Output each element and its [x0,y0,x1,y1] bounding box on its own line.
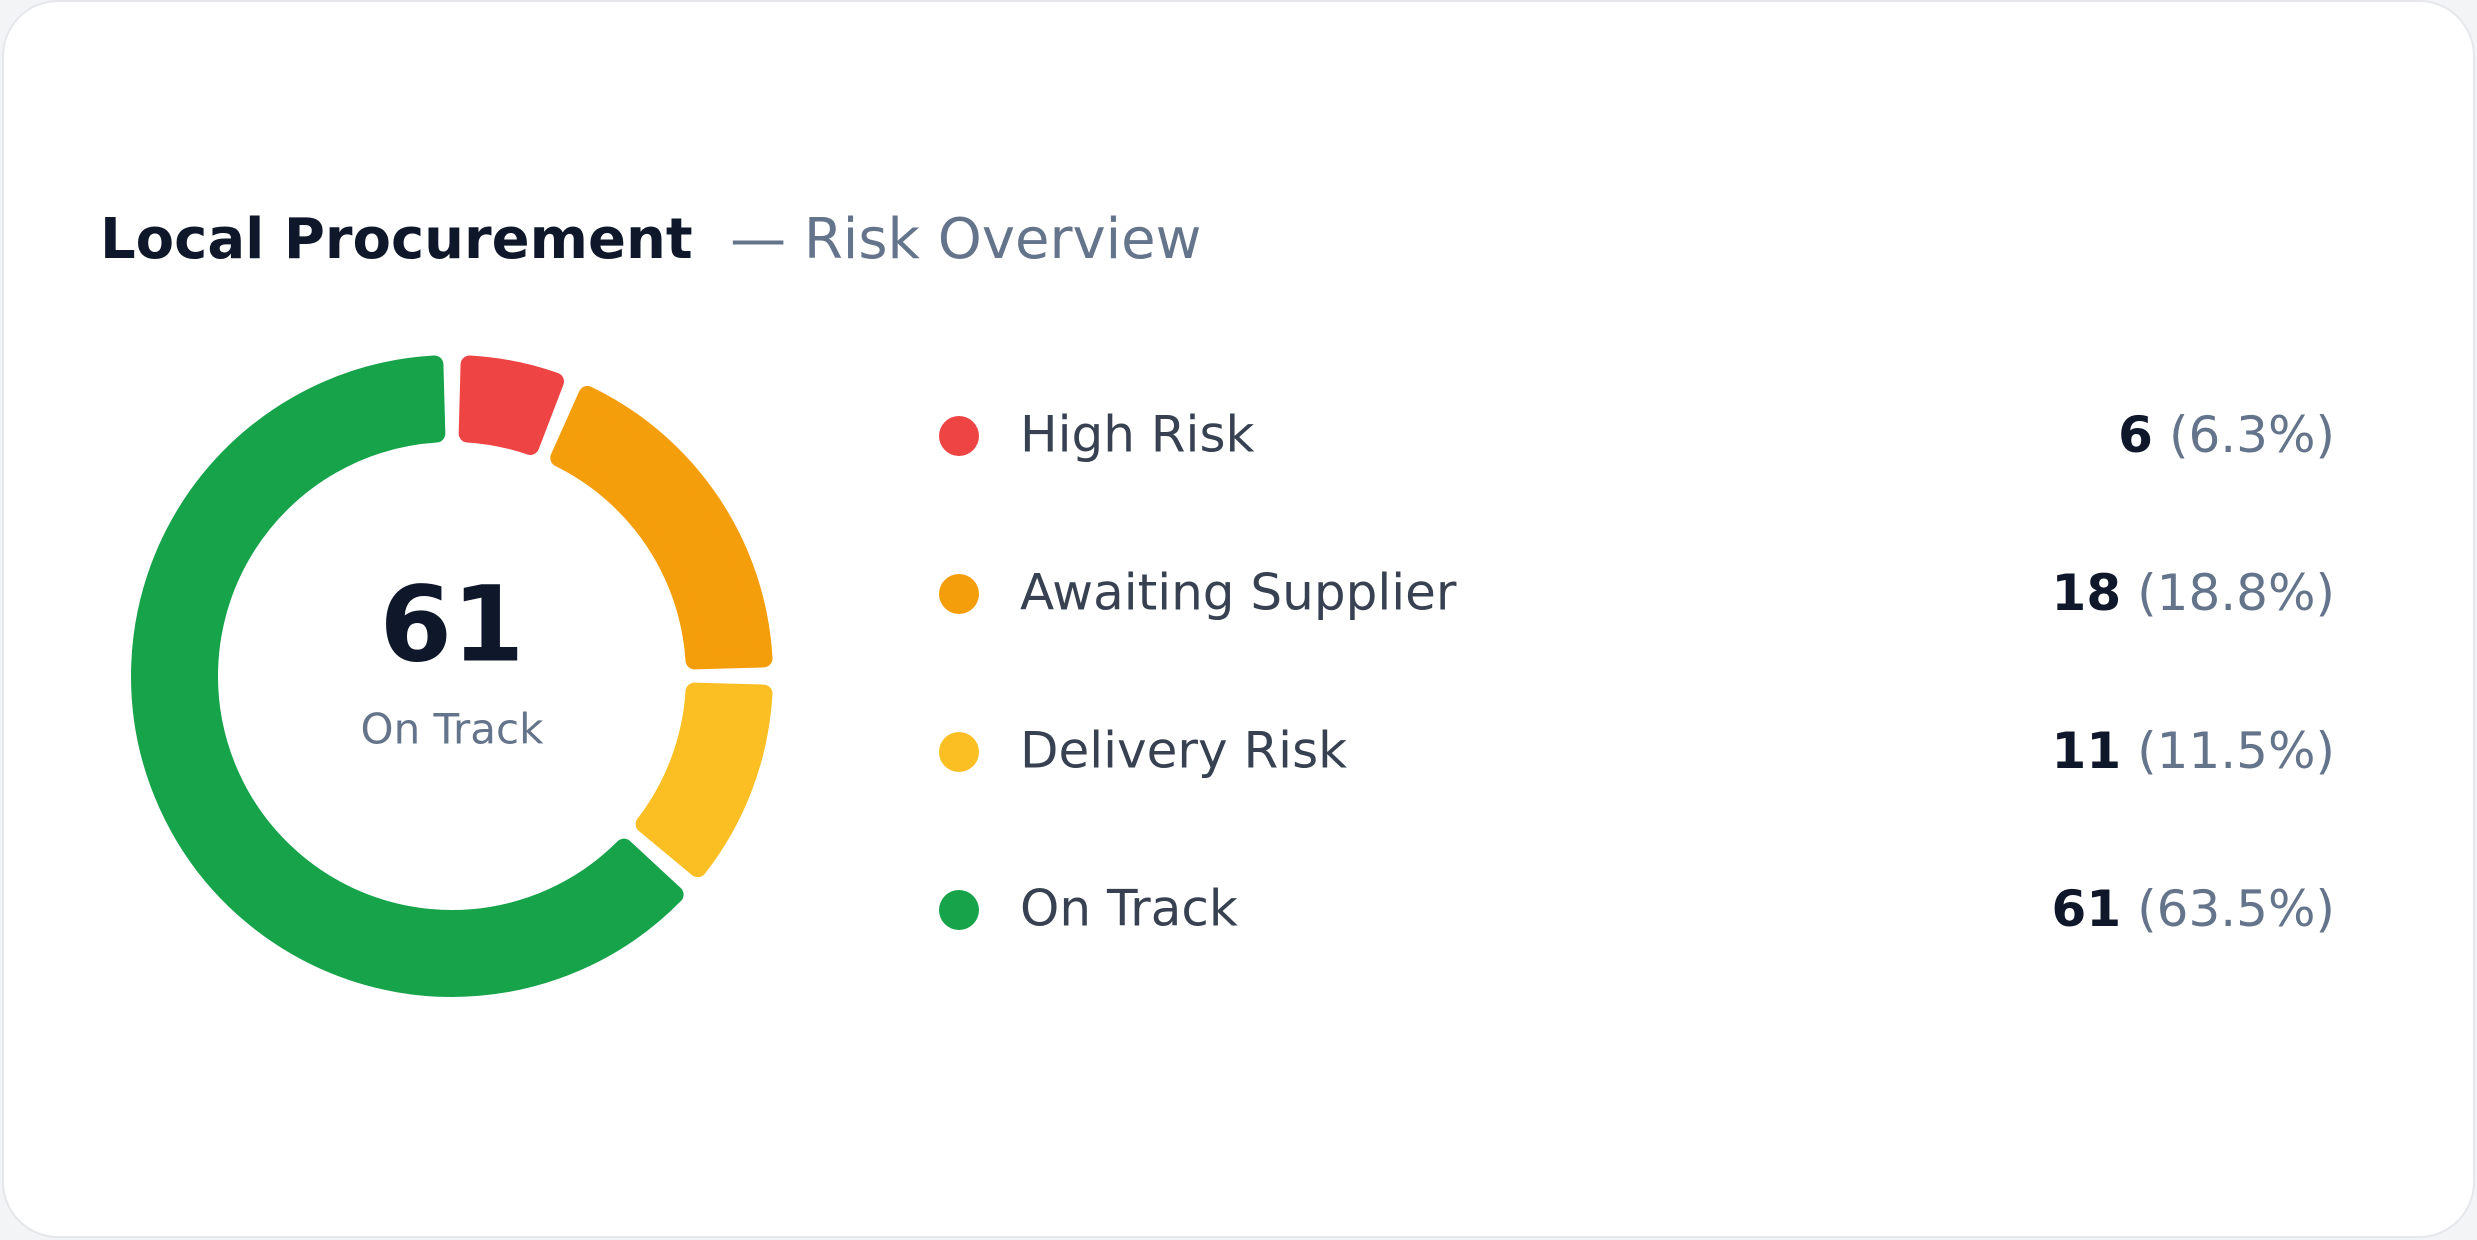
legend-label: Delivery Risk [1020,722,1347,780]
legend-label: High Risk [1020,406,1254,464]
legend-dot [939,732,979,772]
center-label: On Track [361,705,545,754]
legend-value: 11 (11.5%) [2052,722,2335,780]
legend-percent: (6.3%) [2169,406,2335,464]
legend-count: 61 [2052,880,2122,938]
legend-percent: (63.5%) [2137,880,2335,938]
legend-value: 18 (18.8%) [2052,564,2335,622]
legend-value: 61 (63.5%) [2052,880,2335,938]
donut-segment [458,355,564,455]
legend-count: 18 [2052,564,2122,622]
legend-dot [939,416,979,456]
legend-percent: (18.8%) [2137,564,2335,622]
donut-segment [635,682,773,878]
legend-dot [939,574,979,614]
legend-count: 11 [2052,722,2122,780]
legend-percent: (11.5%) [2137,722,2335,780]
chart-title: Local Procurement — Risk Overview [100,207,1201,272]
subtitle: — Risk Overview [730,207,1201,272]
legend-dot [939,890,979,930]
legend-label: Awaiting Supplier [1020,564,1457,622]
legend-value: 6 (6.3%) [2118,406,2335,464]
title: Local Procurement [100,207,693,272]
center-value: 61 [380,563,525,685]
legend-label: On Track [1020,880,1238,938]
legend-count: 6 [2118,406,2153,464]
donut-segment [550,385,773,670]
donut-segment [131,355,684,997]
